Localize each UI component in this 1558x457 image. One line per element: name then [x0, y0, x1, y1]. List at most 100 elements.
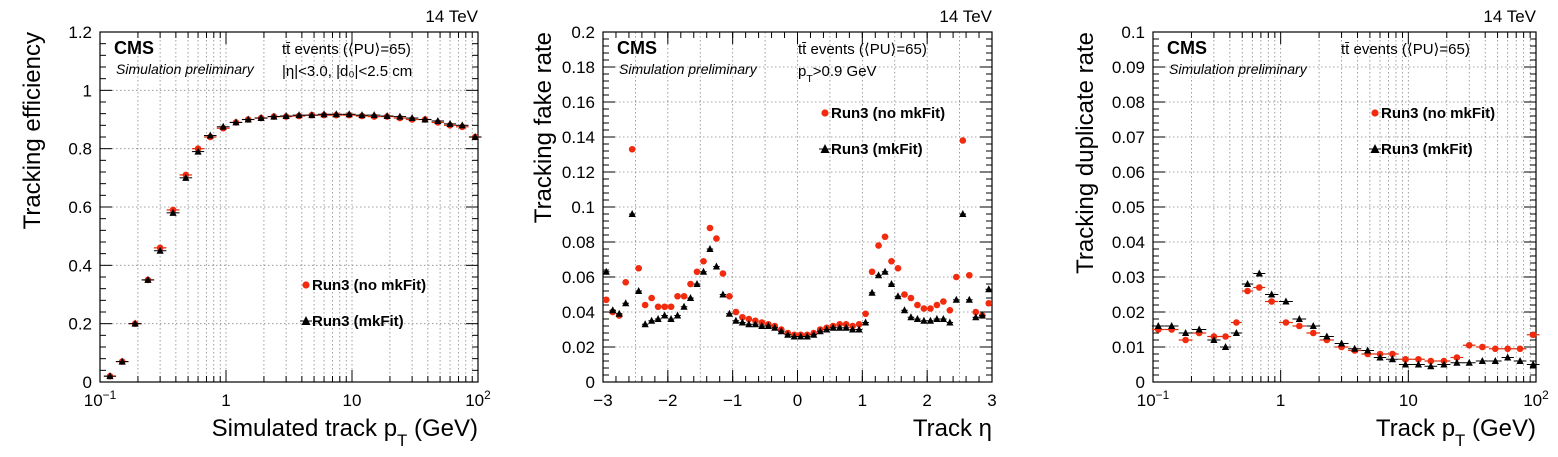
data-point-no-mkfit: [726, 292, 733, 300]
y-tick-label: 0.06: [562, 268, 595, 287]
data-point-no-mkfit: [700, 257, 707, 265]
legend-marker-no-mkfit: [1371, 109, 1379, 117]
data-point-no-mkfit: [1516, 345, 1524, 353]
data-point-mkfit: [194, 147, 202, 155]
selection-info: tt̄ events (⟨PU⟩=65): [798, 41, 927, 58]
data-point-mkfit: [1232, 329, 1240, 336]
data-point-mkfit: [1154, 322, 1162, 329]
data-point-mkfit: [816, 327, 824, 335]
data-point-mkfit: [1453, 358, 1461, 366]
y-tick-label: 0.04: [1112, 233, 1145, 252]
data-point-mkfit: [1414, 360, 1423, 368]
x-tick-label: 10: [343, 391, 362, 410]
legend-entry: Run3 (mkFit): [831, 141, 923, 158]
data-point-mkfit: [182, 173, 190, 181]
selection-info: tt̄ events (⟨PU⟩=65): [282, 41, 411, 58]
data-point-no-mkfit: [719, 270, 727, 277]
y-tick-label: 0: [586, 373, 595, 392]
data-point-mkfit: [836, 323, 844, 331]
data-point-no-mkfit: [914, 301, 921, 309]
data-point-mkfit: [232, 118, 240, 126]
data-point-mkfit: [894, 292, 902, 300]
x-tick-label: 3: [987, 391, 996, 410]
data-point-no-mkfit: [1296, 322, 1303, 330]
preliminary-label: Simulation preliminary: [619, 61, 758, 77]
data-point-mkfit: [156, 246, 164, 254]
data-point-no-mkfit: [953, 273, 960, 281]
data-point-mkfit: [758, 322, 766, 329]
data-point-mkfit: [965, 295, 973, 303]
data-point-mkfit: [881, 267, 889, 275]
data-point-mkfit: [907, 313, 915, 321]
data-point-no-mkfit: [635, 264, 642, 272]
series-no-mkfit: [1151, 284, 1540, 365]
grid-lines: [603, 32, 992, 382]
data-point-mkfit: [706, 245, 714, 252]
data-point-mkfit: [131, 319, 139, 327]
series-mkfit: [1151, 269, 1540, 370]
legend-marker-mkfit: [820, 144, 830, 153]
x-tick-label: 10−1: [1137, 388, 1170, 410]
series-no-mkfit: [602, 137, 993, 339]
data-point-mkfit: [913, 315, 922, 322]
x-axis-label: Simulated track pT (GeV): [212, 415, 478, 450]
x-tick-label: 2: [922, 391, 931, 410]
data-point-mkfit: [609, 306, 617, 314]
data-point-mkfit: [1376, 353, 1384, 361]
data-point-mkfit: [1440, 360, 1448, 368]
y-tick-label: 0.12: [562, 163, 595, 182]
y-tick-label: 0.05: [1112, 198, 1145, 217]
y-tick-label: 0.6: [68, 198, 92, 217]
data-point-no-mkfit: [946, 306, 954, 314]
legend-entry: Run3 (mkFit): [1381, 141, 1473, 158]
data-point-no-mkfit: [1504, 345, 1511, 353]
data-point-mkfit: [926, 316, 935, 324]
data-point-mkfit: [320, 110, 328, 118]
data-point-no-mkfit: [687, 280, 694, 288]
data-point-mkfit: [972, 313, 980, 321]
data-point-mkfit: [1364, 346, 1372, 354]
data-point-mkfit: [1388, 355, 1396, 363]
data-point-mkfit: [1351, 344, 1359, 352]
data-point-mkfit: [270, 112, 278, 120]
data-point-no-mkfit: [927, 305, 934, 312]
data-point-no-mkfit: [1427, 357, 1435, 365]
cms-label: CMS: [617, 38, 657, 58]
grid-lines: [100, 32, 478, 382]
data-point-mkfit: [602, 267, 610, 275]
data-point-mkfit: [985, 285, 993, 293]
y-tick-label: 0.1: [1121, 23, 1145, 42]
y-tick-label: 0.4: [68, 256, 92, 275]
data-point-mkfit: [810, 330, 818, 338]
y-tick-label: 0.2: [68, 315, 92, 334]
data-point-no-mkfit: [855, 320, 863, 328]
data-point-mkfit: [244, 115, 252, 123]
data-point-mkfit: [725, 309, 734, 317]
data-point-mkfit: [1210, 336, 1218, 343]
data-point-mkfit: [849, 325, 857, 333]
data-point-no-mkfit: [1309, 329, 1317, 337]
data-point-mkfit: [1255, 269, 1263, 277]
data-point-no-mkfit: [920, 305, 928, 312]
y-tick-label: 0.2: [571, 23, 595, 42]
data-point-mkfit: [699, 267, 708, 275]
x-tick-label: 1: [221, 391, 230, 410]
y-tick-label: 0: [83, 373, 92, 392]
data-point-no-mkfit: [1492, 345, 1499, 353]
data-point-mkfit: [680, 302, 688, 310]
data-point-mkfit: [900, 306, 909, 314]
data-point-no-mkfit: [985, 299, 993, 307]
data-point-no-mkfit: [862, 310, 869, 318]
x-tick-label: −1: [723, 391, 742, 410]
data-point-mkfit: [719, 290, 727, 298]
data-point-no-mkfit: [868, 268, 876, 276]
y-tick-label: 1: [83, 81, 92, 100]
data-point-mkfit: [434, 116, 442, 124]
y-tick-label: 0.16: [562, 93, 595, 112]
data-point-mkfit: [732, 316, 740, 324]
data-point-mkfit: [1516, 357, 1524, 364]
data-point-no-mkfit: [901, 291, 908, 298]
data-point-mkfit: [959, 210, 967, 217]
data-point-mkfit: [1337, 339, 1346, 347]
data-point-no-mkfit: [1402, 355, 1409, 363]
